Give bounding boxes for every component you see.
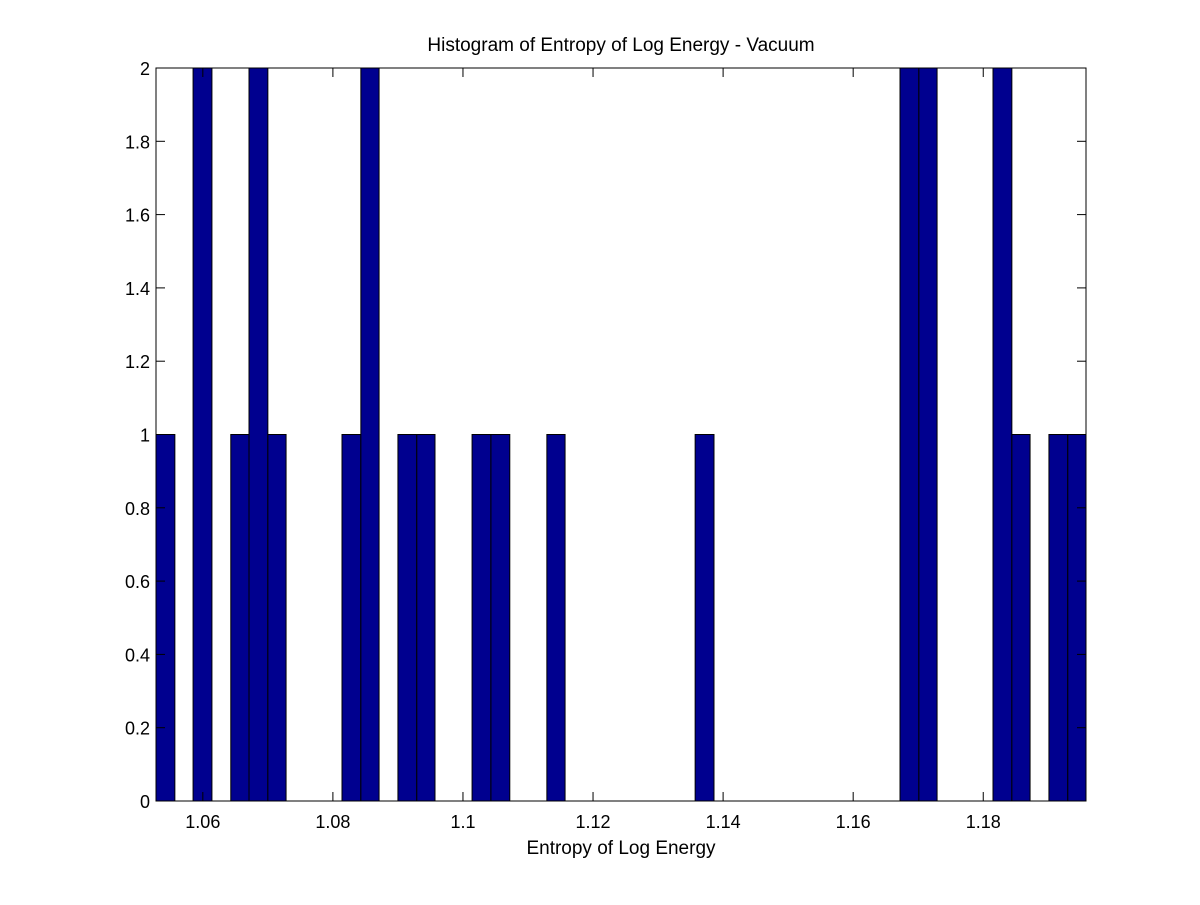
x-axis-label: Entropy of Log Energy bbox=[526, 838, 716, 859]
plot-area-frame bbox=[155, 67, 1087, 802]
y-tick-label: 1.2 bbox=[125, 352, 150, 372]
x-tick-label: 1.06 bbox=[185, 812, 220, 832]
plot-area-background bbox=[156, 68, 1086, 801]
histogram-bar bbox=[192, 67, 213, 802]
histogram-bar bbox=[267, 434, 287, 802]
y-tick-label: 0.4 bbox=[125, 645, 150, 665]
bars-layer bbox=[155, 67, 1087, 802]
histogram-bar bbox=[471, 434, 492, 802]
x-tick-label: 1.1 bbox=[450, 812, 475, 832]
x-tick-label: 1.12 bbox=[576, 812, 611, 832]
y-tick-label: 0.8 bbox=[125, 499, 150, 519]
histogram-bar bbox=[992, 67, 1013, 802]
histogram-bar bbox=[546, 434, 566, 802]
histogram-bar bbox=[155, 434, 176, 802]
histogram-bar bbox=[1011, 434, 1031, 802]
y-tick-label: 2 bbox=[140, 59, 150, 79]
histogram-bar bbox=[694, 434, 715, 802]
histogram-bar bbox=[899, 67, 920, 802]
histogram-bar bbox=[490, 434, 511, 802]
x-tick-label: 1.16 bbox=[836, 812, 871, 832]
histogram-bar bbox=[397, 434, 418, 802]
y-tick-label: 0 bbox=[140, 792, 150, 812]
histogram-bar bbox=[416, 434, 436, 802]
histogram-bar bbox=[918, 67, 938, 802]
y-tick-label: 0.2 bbox=[125, 719, 150, 739]
x-tick-label: 1.14 bbox=[706, 812, 741, 832]
histogram-bar bbox=[1048, 434, 1069, 802]
x-tick-label: 1.18 bbox=[966, 812, 1001, 832]
histogram-bar bbox=[248, 67, 269, 802]
y-tick-label: 0.6 bbox=[125, 572, 150, 592]
chart-title: Histogram of Entropy of Log Energy - Vac… bbox=[427, 35, 814, 56]
histogram-bar bbox=[230, 434, 250, 802]
y-tick-label: 1 bbox=[140, 426, 150, 446]
histogram-bar bbox=[1067, 434, 1087, 802]
tick-labels-layer: 1.06 1.08 1.1 1.12 1.14 1.16 1.18 0 0.2 0.4 0.6 0.8… bbox=[125, 59, 1001, 832]
y-tick-label: 1.6 bbox=[125, 206, 150, 226]
y-tick-label: 1.4 bbox=[125, 279, 150, 299]
histogram-bar bbox=[341, 434, 362, 802]
y-tick-label: 1.8 bbox=[125, 132, 150, 152]
x-tick-label: 1.08 bbox=[315, 812, 350, 832]
histogram-bar bbox=[360, 67, 380, 802]
